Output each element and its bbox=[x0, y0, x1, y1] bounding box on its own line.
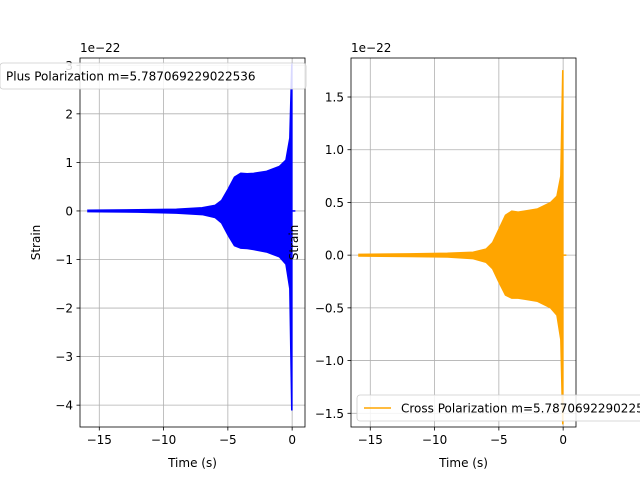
y-axis-label: Strain bbox=[29, 225, 43, 261]
y-tick-label: −1 bbox=[55, 253, 73, 267]
y-tick-label: −0.5 bbox=[315, 301, 344, 315]
y-axis-label: Strain bbox=[287, 225, 301, 261]
legend-label: Plus Polarization m=5.787069229022536 bbox=[6, 70, 256, 84]
y-tick-label: 1 bbox=[65, 156, 73, 170]
legend-label: Cross Polarization m=5.787069229022536 bbox=[401, 402, 640, 416]
x-tick-label: −10 bbox=[151, 433, 176, 447]
x-tick-label: −15 bbox=[358, 433, 383, 447]
y-tick-label: 0.0 bbox=[325, 249, 344, 263]
y-tick-label: 1.0 bbox=[325, 143, 344, 157]
axes-frame bbox=[350, 57, 577, 428]
legend-box bbox=[356, 394, 640, 422]
y-tick-label: 0.5 bbox=[325, 196, 344, 210]
x-tick-label: −10 bbox=[422, 433, 447, 447]
y-tick-label: 1.5 bbox=[325, 91, 344, 105]
y-tick-label: 0 bbox=[65, 204, 73, 218]
series-signal-0 bbox=[87, 62, 293, 411]
x-axis-label: Time (s) bbox=[438, 456, 488, 470]
y-tick-label: −1.5 bbox=[315, 407, 344, 421]
y-tick-label: −2 bbox=[55, 302, 73, 316]
cross-polarization-panel: −15 −10 −5 0 −1.5 −1.0 −0.5 0.0 0.5 1.0 1.5 1e−22 Ti… bbox=[287, 41, 640, 470]
x-tick-label: −15 bbox=[87, 433, 112, 447]
y-tick-label: 2 bbox=[65, 107, 73, 121]
y-tick-label: −1.0 bbox=[315, 354, 344, 368]
legend-box bbox=[0, 62, 307, 90]
x-axis-label: Time (s) bbox=[167, 456, 217, 470]
axes-frame bbox=[79, 57, 306, 428]
legend: Plus Polarization m=5.787069229022536 bbox=[0, 62, 307, 90]
legend: Cross Polarization m=5.787069229022536 bbox=[356, 394, 640, 422]
y-tick-label: −4 bbox=[55, 399, 73, 413]
x-tick-label: 0 bbox=[559, 433, 567, 447]
y-offset-text: 1e−22 bbox=[80, 41, 120, 55]
series-signal-0 bbox=[358, 70, 564, 425]
x-tick-label: −5 bbox=[219, 433, 237, 447]
x-tick-label: −5 bbox=[490, 433, 508, 447]
x-tick-label: 0 bbox=[288, 433, 296, 447]
y-tick-label: −3 bbox=[55, 350, 73, 364]
y-offset-text: 1e−22 bbox=[351, 41, 391, 55]
